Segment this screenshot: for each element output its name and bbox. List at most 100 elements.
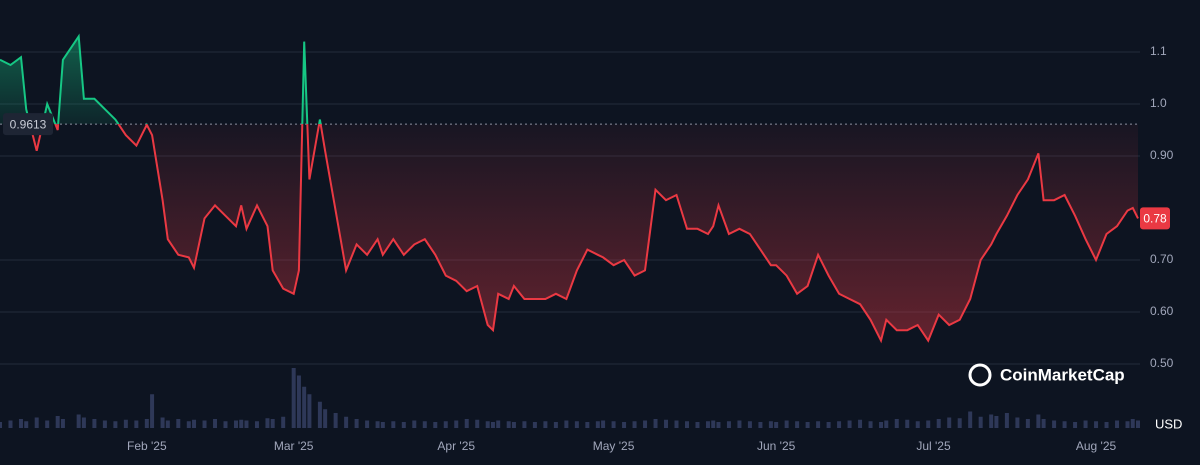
volume-bar (454, 420, 459, 428)
y-tick-label: 0.60 (1150, 304, 1174, 318)
volume-bar (24, 421, 29, 428)
volume-bar (233, 420, 238, 428)
volume-bar (1073, 422, 1078, 428)
volume-bar (223, 421, 228, 428)
plot (0, 33, 1140, 428)
volume-bar (265, 418, 270, 428)
volume-bar (443, 421, 448, 428)
volume-bar (768, 421, 773, 428)
volume-bar (375, 421, 380, 428)
volume-bar (1015, 417, 1020, 428)
volume-bar (213, 419, 218, 428)
volume-bar (805, 422, 810, 428)
volume-bar (1004, 413, 1009, 428)
volume-bar (464, 419, 469, 428)
volume-bar (55, 416, 60, 428)
volume-bar (705, 421, 710, 428)
volume-bar (45, 420, 50, 428)
volume-bar (994, 416, 999, 428)
volume-bar (1062, 421, 1067, 428)
volume-bar (113, 421, 118, 428)
volume-bar (291, 368, 296, 428)
volume-bar (905, 419, 910, 428)
watermark-text: CoinMarketCap (1000, 365, 1125, 384)
volume-bar (485, 421, 490, 428)
volume-bar (774, 422, 779, 428)
volume-bar (915, 421, 920, 428)
volume-bar (475, 419, 480, 428)
volume-bar (302, 386, 307, 428)
volume-bar (553, 422, 558, 428)
volume-bar (239, 419, 244, 428)
volume-bar (611, 421, 616, 428)
volume-bar (1125, 421, 1130, 428)
volume-bar (522, 421, 527, 428)
price-line-down (28, 124, 1139, 344)
volume-bar (1094, 421, 1099, 428)
volume-bar (270, 419, 275, 428)
x-tick-label: Feb '25 (127, 439, 167, 453)
volume-bar (354, 419, 359, 428)
volume-bar (684, 421, 689, 428)
volume-bar (574, 421, 579, 428)
volume-bar (622, 422, 627, 428)
volume-bar (1104, 422, 1109, 428)
volume-bar (1036, 414, 1041, 428)
volume-bar (894, 419, 899, 428)
volume-bar (160, 417, 165, 428)
volume-bar (543, 421, 548, 428)
currency-label: USD (1155, 416, 1182, 431)
volume-bar (879, 422, 884, 428)
volume-bar (254, 421, 259, 428)
volume-bar (784, 420, 789, 428)
volume-bar (1083, 420, 1088, 428)
volume-bar (490, 422, 495, 428)
y-tick-label: 0.90 (1150, 148, 1174, 162)
volume-bar (165, 420, 170, 428)
volume-bar (847, 420, 852, 428)
volume-bar (795, 421, 800, 428)
volume-bar (711, 420, 716, 428)
volume-bar (244, 420, 249, 428)
volume-bar (144, 419, 149, 428)
area-down (29, 124, 1138, 341)
volume-bar (317, 401, 322, 428)
volume-bar (380, 422, 385, 428)
volume-bar (653, 419, 658, 428)
volume-bar (1136, 420, 1140, 428)
volume-bar (506, 421, 511, 428)
volume-bar (585, 422, 590, 428)
x-tick-label: Aug '25 (1076, 439, 1117, 453)
volume-bar (601, 420, 606, 428)
volume-bar (936, 419, 941, 428)
volume-bar (737, 420, 742, 428)
volume-bar (595, 421, 600, 428)
y-tick-label: 1.1 (1150, 44, 1167, 58)
volume-bar (716, 422, 721, 428)
volume-bar (412, 420, 417, 428)
volume-bar (34, 417, 39, 428)
volume-bar (747, 421, 752, 428)
volume-bar (391, 421, 396, 428)
volume-bar (978, 416, 983, 428)
volume-bar (1115, 420, 1120, 428)
volume-bar (837, 421, 842, 428)
y-tick-label: 0.50 (1150, 356, 1174, 370)
volume-bar (192, 419, 197, 428)
volume-bar (674, 420, 679, 428)
x-tick-label: May '25 (593, 439, 635, 453)
volume-bar (8, 420, 13, 428)
x-tick-label: Jul '25 (916, 439, 951, 453)
volume-bar (726, 421, 731, 428)
volume-bar (422, 421, 427, 428)
volume-bar (296, 375, 301, 428)
volume-bar (0, 422, 2, 428)
volume-bar (826, 422, 831, 428)
watermark: CoinMarketCap (968, 363, 1125, 387)
volume-bar (496, 420, 501, 428)
volume-bar (532, 422, 537, 428)
y-tick-label: 0.70 (1150, 252, 1174, 266)
volume-bar (1025, 419, 1030, 428)
volume-bar (816, 421, 821, 428)
